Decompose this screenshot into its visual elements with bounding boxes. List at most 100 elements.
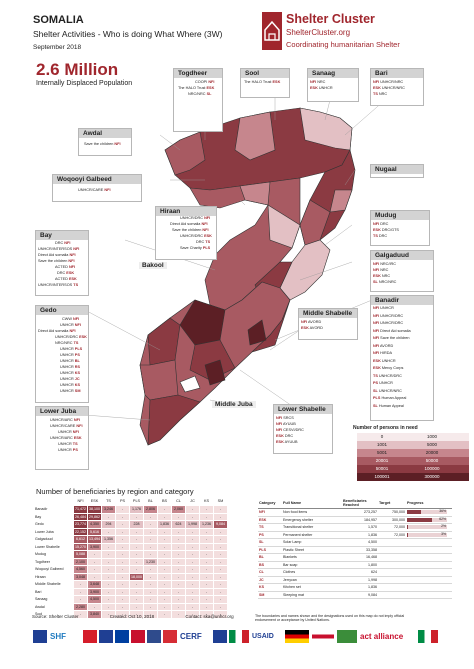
category-code: CL — [258, 568, 282, 577]
logo-name: Shelter Cluster — [286, 12, 375, 26]
org-name: UNHCR/ARC — [50, 418, 73, 422]
value-cell: 4,500 — [87, 595, 102, 604]
cat-code: PS — [72, 448, 78, 452]
progress-bar: 3% — [407, 532, 447, 537]
table-row: Lower Shabelle 15,270 3,900- - - - - - - - - — [33, 542, 228, 551]
cat-code: ESK — [206, 86, 215, 90]
value-cell: - — [87, 572, 102, 581]
value-cell: - — [213, 550, 228, 559]
value-cell: - — [185, 535, 200, 544]
value-cell: - — [157, 587, 172, 596]
banadir-org-line: SL Human Appeal — [373, 404, 404, 409]
value-cell: - — [157, 580, 172, 589]
banadir-org-line: NFI Direct Aid somalia — [373, 329, 411, 334]
column-header: KS — [199, 497, 214, 506]
value-cell: - — [171, 595, 186, 604]
value-cell: 2,060 — [171, 505, 186, 514]
value-cell: - — [87, 565, 102, 574]
logo-url[interactable]: ShelterCluster.org — [286, 28, 351, 37]
cat-code: NFI — [373, 313, 380, 318]
cat-code: NFI — [64, 241, 71, 245]
org-name: UNHCR/NRC — [381, 86, 405, 90]
region-name: Togdheer — [174, 69, 222, 78]
target-value — [378, 576, 406, 584]
table-row: Gedo 23,774 4,350 294-228-1,836 624 1,998 1,23… — [33, 520, 228, 529]
org-name: UNHCR/DRC — [180, 216, 203, 220]
value-cell: - — [115, 557, 130, 566]
org-name: UNHCR — [380, 358, 396, 363]
table-row: Bari -3,900- - - - - - - - - — [33, 587, 228, 596]
legend-low: 0 — [380, 434, 384, 439]
value-cell: - — [213, 512, 228, 521]
region-cell: Hiraan — [33, 572, 74, 581]
cat-code: ESK — [373, 366, 381, 370]
category-name: Permanent shelter — [282, 531, 342, 539]
flag-italy-2 — [418, 630, 438, 643]
progress-fill — [407, 517, 432, 522]
value-cell: 38,100 — [87, 505, 102, 514]
value-cell: - — [115, 550, 130, 559]
value-cell: - — [115, 565, 130, 574]
cat-code: NFI — [72, 317, 80, 321]
value-cell: - — [199, 535, 214, 544]
table-row: Sanaag -4,500- - - - - - - - - — [33, 595, 228, 604]
org-name: Direct Aid somalia — [38, 253, 69, 257]
org-name: NRC/NRC — [378, 280, 397, 284]
usaid-logo: USAID — [252, 633, 274, 640]
value-cell: - — [115, 520, 130, 529]
cat-code: TS — [373, 92, 378, 96]
reached-value: 273,257 — [342, 508, 378, 517]
value-cell: - — [185, 565, 200, 574]
legend-swatch — [357, 473, 469, 481]
value-cell: - — [171, 565, 186, 574]
progress-bar: 62% — [407, 517, 447, 522]
table-row: SM Sleeping mat 9,084 — [258, 591, 452, 599]
table-row: PS Permanent shelter 1,836 72,000 3% — [258, 531, 452, 539]
value-cell: - — [185, 527, 200, 536]
value-cell: - — [129, 512, 144, 521]
org-name: Direct Aid somalia — [38, 329, 69, 333]
category-name: Solar Lamp — [282, 538, 342, 547]
reached-value: 1,998 — [342, 576, 378, 584]
cat-code: PLS — [74, 347, 83, 351]
cat-code: TS — [73, 341, 79, 345]
progress-cell — [406, 583, 452, 592]
legend-high: 20000 — [425, 450, 439, 455]
region-cell: Bay — [33, 512, 74, 521]
cat-code: NFI — [201, 222, 208, 226]
footer-contact[interactable]: Contact: ska@unhcr.org — [185, 614, 234, 619]
value-cell: 15,270 — [73, 542, 88, 551]
progress-fill — [407, 532, 409, 537]
value-cell: - — [213, 557, 228, 566]
cat-code: NFI — [69, 329, 76, 333]
column-header: SM — [213, 497, 228, 506]
cat-code: SL — [206, 92, 212, 96]
cat-code: RS — [74, 365, 81, 369]
value-cell: - — [185, 542, 200, 551]
value-cell: - — [199, 602, 214, 611]
legend-low: 100001 — [374, 474, 390, 479]
org-name: Direct Aid somalia — [170, 222, 201, 226]
category-code: PS — [258, 531, 282, 539]
org-name: AYUUB — [284, 440, 298, 444]
org-name: NRC — [317, 80, 326, 84]
org-name: UNHCR — [379, 306, 394, 310]
value-cell: - — [199, 580, 214, 589]
cat-code: TS — [73, 283, 79, 287]
banadir-org-line: SL UNHCR/NRC — [373, 389, 402, 394]
region-label-bakool: Bakool — [139, 262, 167, 269]
cat-code: KS — [74, 371, 81, 375]
cat-code: NFI — [373, 343, 380, 348]
org-name: UNHCR/CARE — [50, 424, 76, 428]
callout-banadir: Banadir — [370, 295, 434, 421]
value-cell: - — [115, 542, 130, 551]
value-cell: - — [199, 512, 214, 521]
legend-low: 50001 — [375, 466, 389, 471]
callout-bari: Bari — [370, 68, 424, 106]
value-cell: - — [171, 602, 186, 611]
value-cell: - — [213, 572, 228, 581]
value-cell: 5,616 — [87, 527, 102, 536]
legend-high: 100000 — [424, 466, 440, 471]
org-name: AYUUB — [282, 422, 296, 426]
value-cell: - — [129, 557, 144, 566]
